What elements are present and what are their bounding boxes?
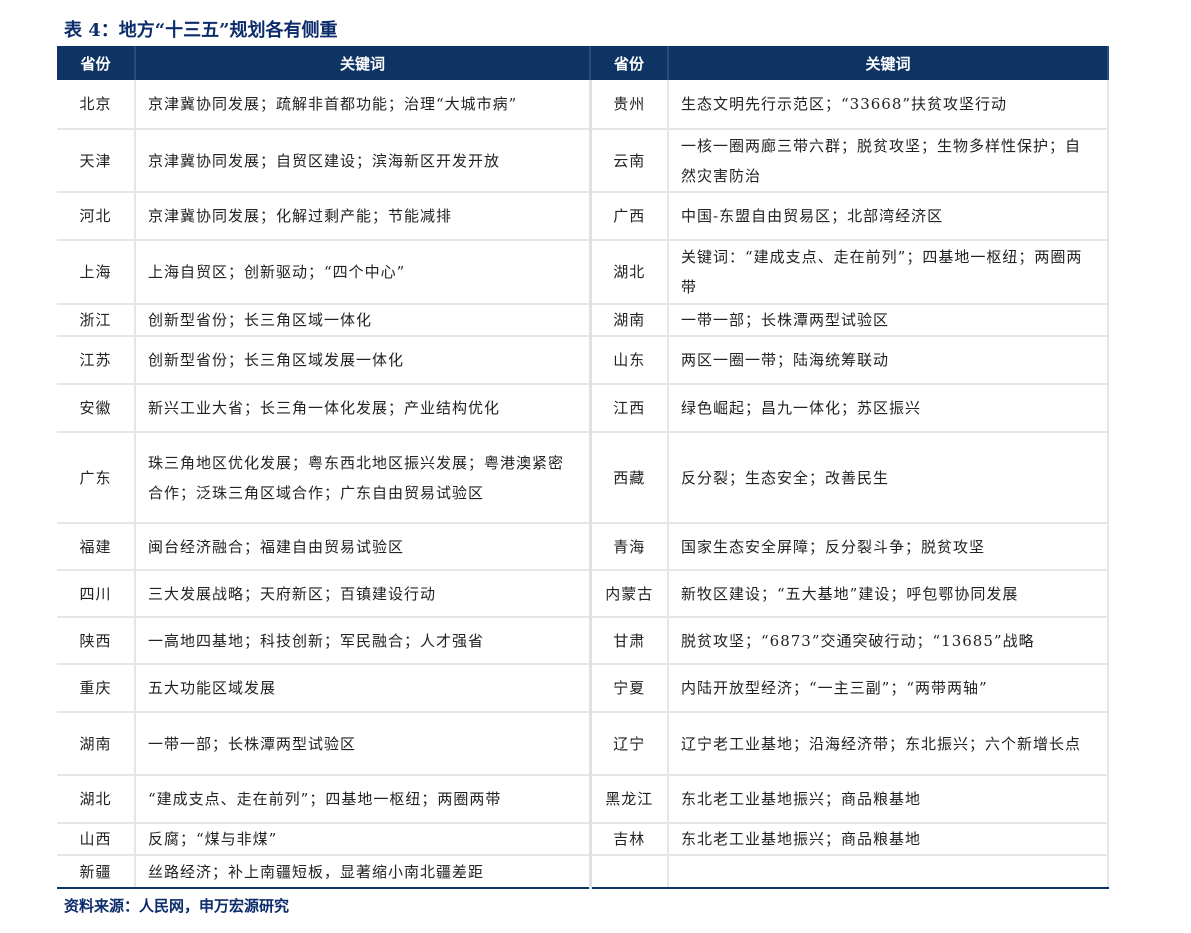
province-cell: 吉林 bbox=[590, 823, 669, 856]
province-cell: 安徽 bbox=[57, 384, 136, 433]
province-cell: 黑龙江 bbox=[590, 775, 669, 824]
table-row: 重庆 五大功能区域发展 宁夏 内陆开放型经济；“一主三副”；“两带两轴” bbox=[57, 664, 1109, 713]
header-keywords: 关键词 bbox=[668, 46, 1109, 80]
keywords-cell: 生态文明先行示范区；“33668”扶贫攻坚行动 bbox=[668, 80, 1109, 130]
table-row: 浙江 创新型省份；长三角区域一体化 湖南 一带一部；长株潭两型试验区 bbox=[57, 304, 1109, 337]
province-cell: 浙江 bbox=[57, 304, 136, 337]
keywords-cell bbox=[668, 855, 1109, 889]
header-keywords: 关键词 bbox=[135, 46, 591, 80]
header-province: 省份 bbox=[590, 46, 669, 80]
province-cell: 广东 bbox=[57, 432, 136, 524]
province-cell: 江西 bbox=[590, 384, 669, 433]
keywords-cell: 辽宁老工业基地；沿海经济带；东北振兴；六个新增长点 bbox=[668, 712, 1109, 776]
table-row: 安徽 新兴工业大省；长三角一体化发展；产业结构优化 江西 绿色崛起；昌九一体化；苏区振… bbox=[57, 384, 1109, 433]
keywords-cell: 五大功能区域发展 bbox=[135, 664, 592, 713]
province-cell: 重庆 bbox=[57, 664, 136, 713]
keywords-cell: 一带一部；长株潭两型试验区 bbox=[135, 712, 592, 776]
keywords-cell: 关键词：“建成支点、走在前列”；四基地一枢纽；两圈两带 bbox=[668, 240, 1109, 305]
source-note: 资料来源：人民网，申万宏源研究 bbox=[64, 897, 290, 915]
province-cell: 宁夏 bbox=[590, 664, 669, 713]
province-cell: 云南 bbox=[590, 129, 669, 193]
keywords-cell: 一核一圈两廊三带六群；脱贫攻坚；生物多样性保护；自然灾害防治 bbox=[668, 129, 1109, 193]
keywords-cell: 两区一圈一带；陆海统筹联动 bbox=[668, 336, 1109, 385]
keywords-cell: 反腐；“煤与非煤” bbox=[135, 823, 592, 856]
keywords-cell: 一高地四基地；科技创新；军民融合；人才强省 bbox=[135, 617, 592, 665]
province-cell: 江苏 bbox=[57, 336, 136, 385]
province-cell: 内蒙古 bbox=[590, 570, 669, 618]
keywords-cell: 反分裂；生态安全；改善民生 bbox=[668, 432, 1109, 524]
keywords-cell: 京津冀协同发展；自贸区建设；滨海新区开发开放 bbox=[135, 129, 592, 193]
table-row: 福建 闽台经济融合；福建自由贸易试验区 青海 国家生态安全屏障；反分裂斗争；脱贫攻坚 bbox=[57, 523, 1109, 571]
province-cell: 辽宁 bbox=[590, 712, 669, 776]
keywords-cell: 新牧区建设；“五大基地”建设；呼包鄂协同发展 bbox=[668, 570, 1109, 618]
keywords-cell: 新兴工业大省；长三角一体化发展；产业结构优化 bbox=[135, 384, 592, 433]
keywords-cell: “建成支点、走在前列”；四基地一枢纽；两圈两带 bbox=[135, 775, 592, 824]
province-cell: 四川 bbox=[57, 570, 136, 618]
province-cell: 湖南 bbox=[57, 712, 136, 776]
keywords-cell: 内陆开放型经济；“一主三副”；“两带两轴” bbox=[668, 664, 1109, 713]
keywords-cell: 脱贫攻坚；“6873”交通突破行动；“13685”战略 bbox=[668, 617, 1109, 665]
province-cell: 广西 bbox=[590, 192, 669, 241]
keywords-cell: 三大发展战略；天府新区；百镇建设行动 bbox=[135, 570, 592, 618]
province-cell: 天津 bbox=[57, 129, 136, 193]
keywords-cell: 国家生态安全屏障；反分裂斗争；脱贫攻坚 bbox=[668, 523, 1109, 571]
province-cell: 湖北 bbox=[590, 240, 669, 305]
table-row: 四川 三大发展战略；天府新区；百镇建设行动 内蒙古 新牧区建设；“五大基地”建设；呼包… bbox=[57, 570, 1109, 618]
province-cell: 上海 bbox=[57, 240, 136, 305]
province-cell: 甘肃 bbox=[590, 617, 669, 665]
table-row: 上海 上海自贸区；创新驱动；“四个中心” 湖北 关键词：“建成支点、走在前列”；四基地… bbox=[57, 240, 1109, 305]
table-row: 山西 反腐；“煤与非煤” 吉林 东北老工业基地振兴；商品粮基地 bbox=[57, 823, 1109, 856]
table-row: 河北 京津冀协同发展；化解过剩产能；节能减排 广西 中国-东盟自由贸易区；北部湾经济区 bbox=[57, 192, 1109, 241]
keywords-cell: 上海自贸区；创新驱动；“四个中心” bbox=[135, 240, 592, 305]
keywords-cell: 京津冀协同发展；疏解非首都功能；治理“大城市病” bbox=[135, 80, 592, 130]
province-cell: 福建 bbox=[57, 523, 136, 571]
table-row: 广东 珠三角地区优化发展；粤东西北地区振兴发展；粤港澳紧密合作；泛珠三角区域合作；… bbox=[57, 432, 1109, 524]
keywords-cell: 创新型省份；长三角区域发展一体化 bbox=[135, 336, 592, 385]
table-row: 江苏 创新型省份；长三角区域发展一体化 山东 两区一圈一带；陆海统筹联动 bbox=[57, 336, 1109, 385]
province-cell: 北京 bbox=[57, 80, 136, 130]
keywords-cell: 丝路经济；补上南疆短板，显著缩小南北疆差距 bbox=[135, 855, 592, 889]
keywords-cell: 一带一部；长株潭两型试验区 bbox=[668, 304, 1109, 337]
keywords-cell: 中国-东盟自由贸易区；北部湾经济区 bbox=[668, 192, 1109, 241]
table-row: 陕西 一高地四基地；科技创新；军民融合；人才强省 甘肃 脱贫攻坚；“6873”交通突破… bbox=[57, 617, 1109, 665]
province-cell: 西藏 bbox=[590, 432, 669, 524]
header-row: 省份 关键词 省份 关键词 bbox=[57, 46, 1109, 80]
province-cell: 青海 bbox=[590, 523, 669, 571]
province-cell: 山西 bbox=[57, 823, 136, 856]
keywords-cell: 闽台经济融合；福建自由贸易试验区 bbox=[135, 523, 592, 571]
table-title: 表 4：地方“十三五”规划各有侧重 bbox=[64, 20, 338, 41]
keywords-cell: 东北老工业基地振兴；商品粮基地 bbox=[668, 775, 1109, 824]
table-row: 湖南 一带一部；长株潭两型试验区 辽宁 辽宁老工业基地；沿海经济带；东北振兴；六个新增… bbox=[57, 712, 1109, 776]
keywords-cell: 创新型省份；长三角区域一体化 bbox=[135, 304, 592, 337]
province-cell: 陕西 bbox=[57, 617, 136, 665]
province-cell: 湖南 bbox=[590, 304, 669, 337]
province-keywords-table: 省份 关键词 省份 关键词 北京 京津冀协同发展；疏解非首都功能；治理“大城市病”… bbox=[57, 46, 1109, 889]
province-cell bbox=[590, 855, 669, 889]
table-row: 湖北 “建成支点、走在前列”；四基地一枢纽；两圈两带 黑龙江 东北老工业基地振兴；商品… bbox=[57, 775, 1109, 824]
keywords-cell: 绿色崛起；昌九一体化；苏区振兴 bbox=[668, 384, 1109, 433]
header-province: 省份 bbox=[57, 46, 136, 80]
province-cell: 河北 bbox=[57, 192, 136, 241]
province-cell: 山东 bbox=[590, 336, 669, 385]
province-cell: 贵州 bbox=[590, 80, 669, 130]
keywords-cell: 京津冀协同发展；化解过剩产能；节能减排 bbox=[135, 192, 592, 241]
province-cell: 新疆 bbox=[57, 855, 136, 889]
table-row: 北京 京津冀协同发展；疏解非首都功能；治理“大城市病” 贵州 生态文明先行示范区；“3… bbox=[57, 80, 1109, 130]
table-row: 新疆 丝路经济；补上南疆短板，显著缩小南北疆差距 bbox=[57, 855, 1109, 889]
keywords-cell: 东北老工业基地振兴；商品粮基地 bbox=[668, 823, 1109, 856]
province-cell: 湖北 bbox=[57, 775, 136, 824]
table-row: 天津 京津冀协同发展；自贸区建设；滨海新区开发开放 云南 一核一圈两廊三带六群；脱贫攻… bbox=[57, 129, 1109, 193]
keywords-cell: 珠三角地区优化发展；粤东西北地区振兴发展；粤港澳紧密合作；泛珠三角区域合作；广东… bbox=[135, 432, 592, 524]
